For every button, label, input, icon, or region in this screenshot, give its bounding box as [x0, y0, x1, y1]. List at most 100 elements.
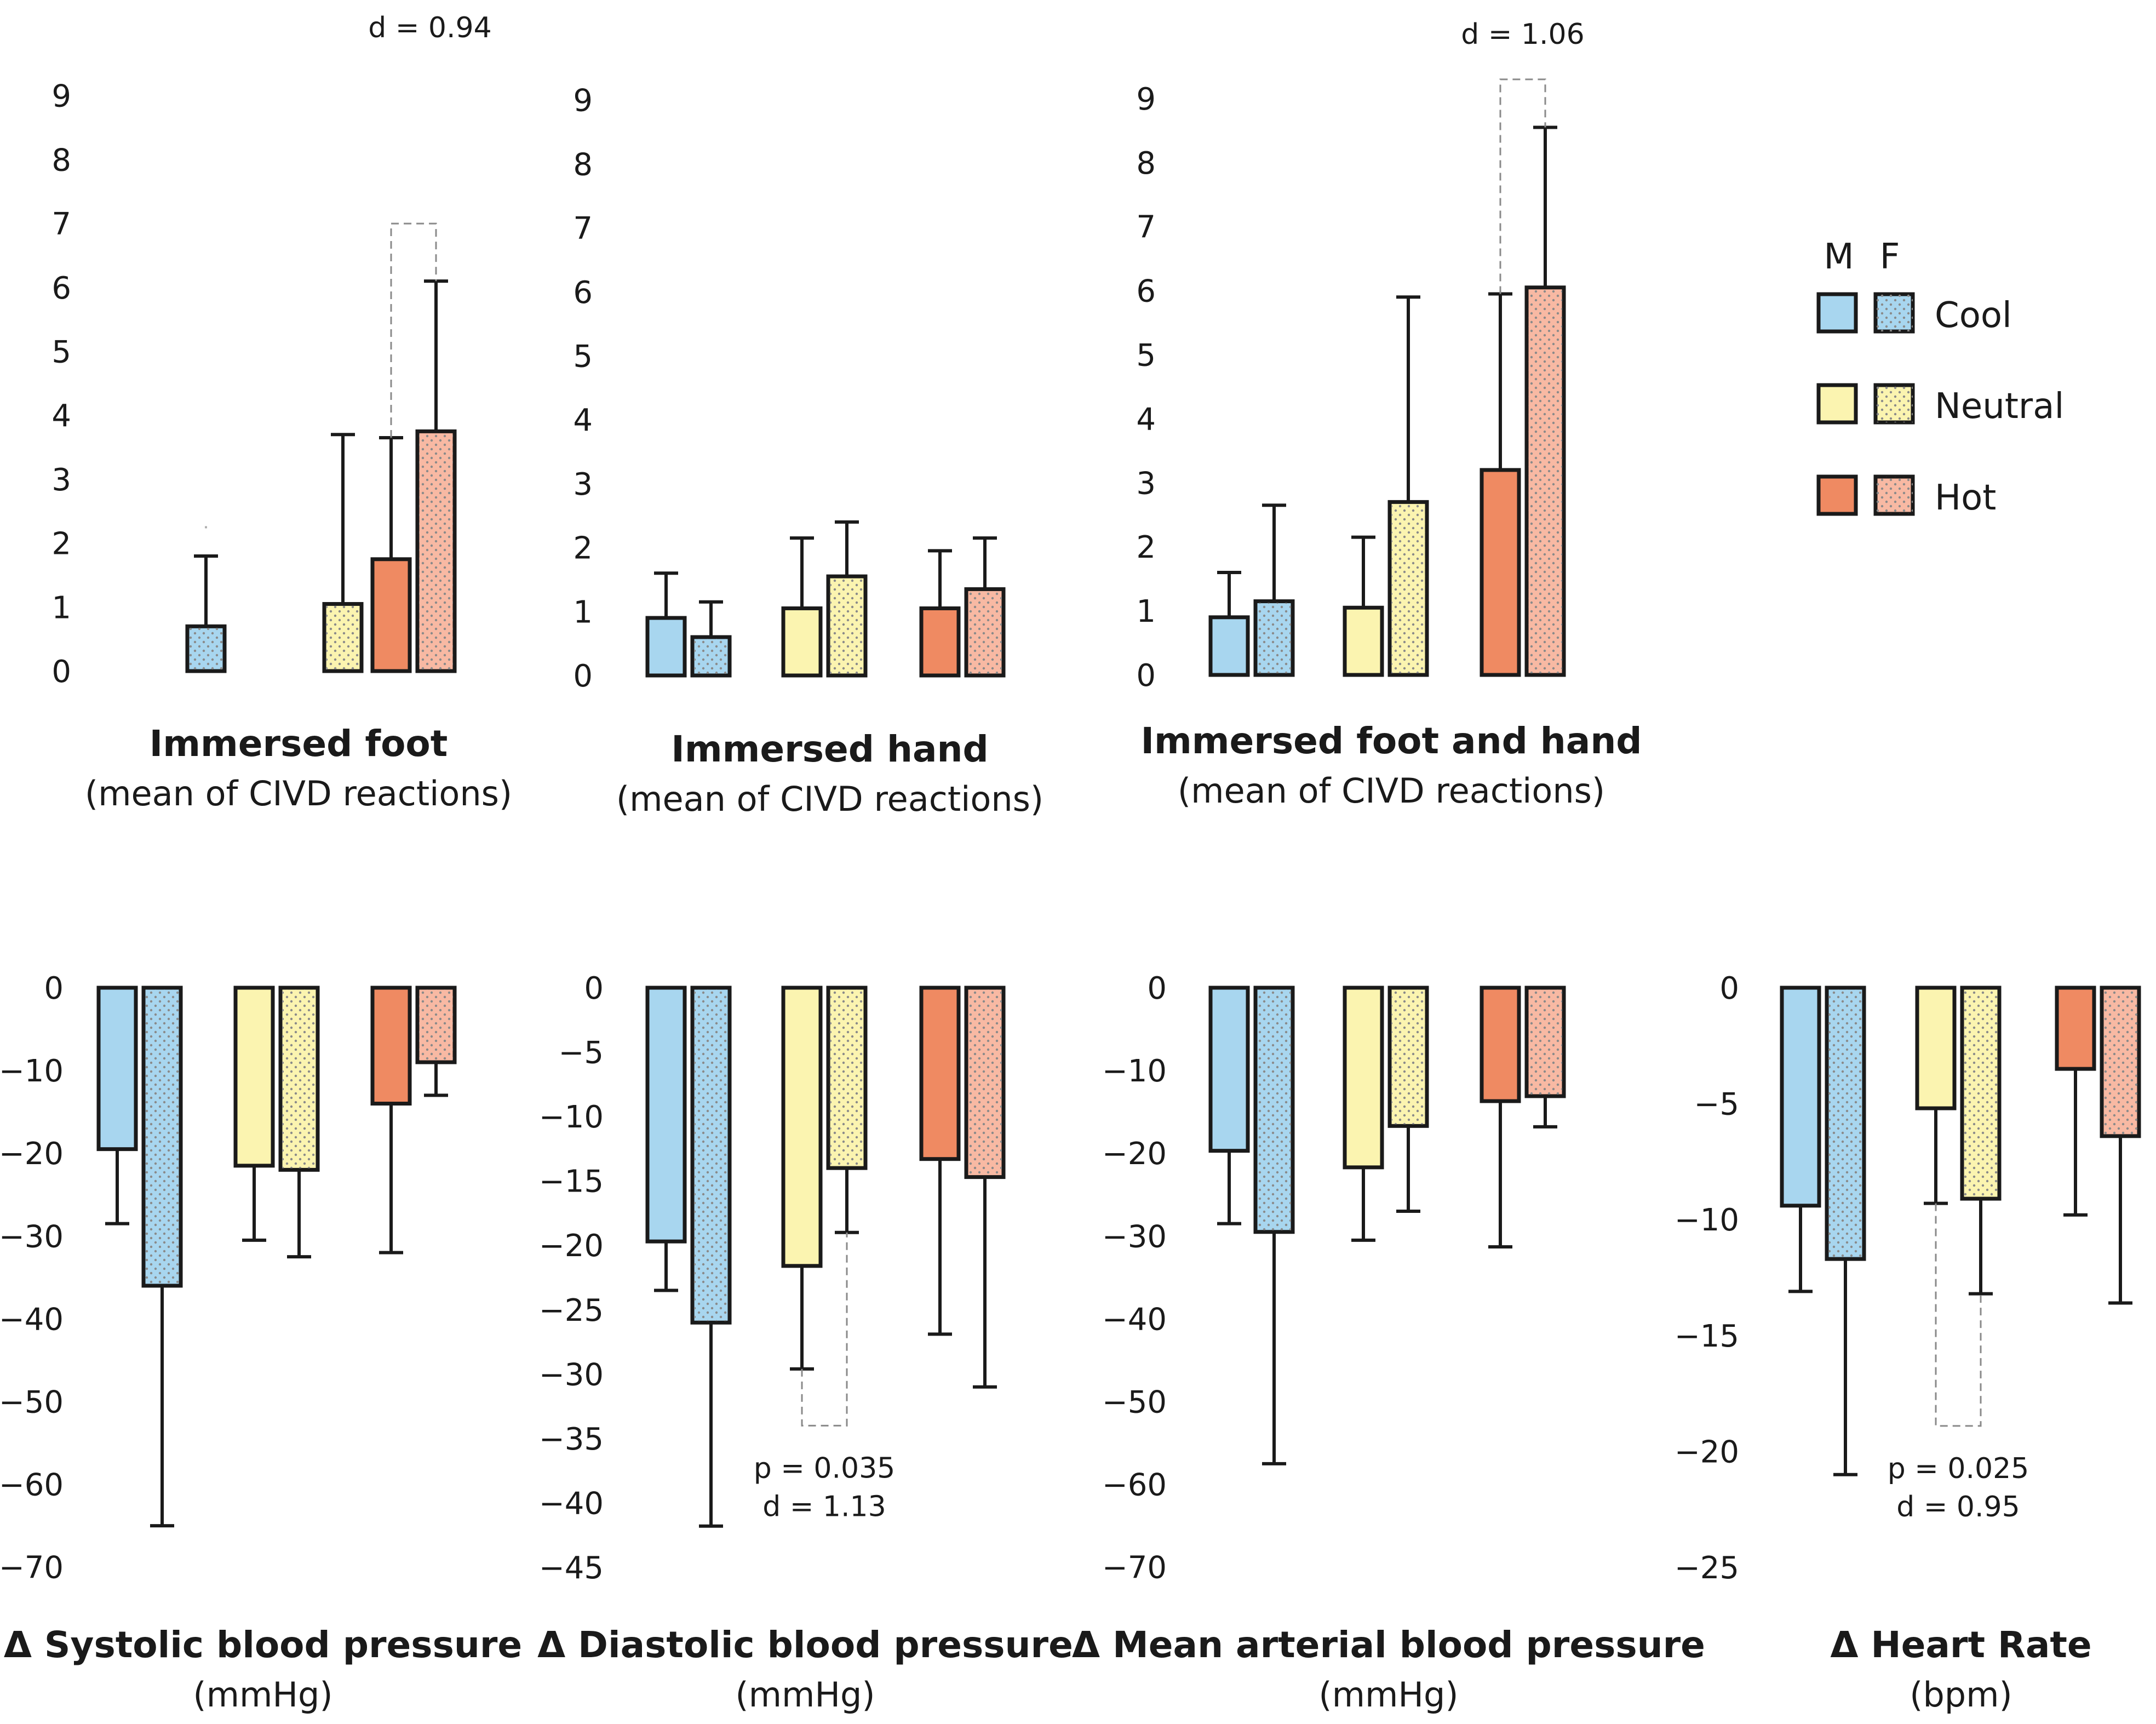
- bar-diastolic-hot-male: [919, 986, 961, 1161]
- ytick-label-foot-hand: 9: [1136, 82, 1156, 117]
- ytick-label-hand: 3: [573, 467, 593, 502]
- ytick-label-diastolic: −5: [558, 1035, 604, 1071]
- ytick-label-heart-rate: −15: [1675, 1319, 1739, 1354]
- ytick-label-mean-arterial: −40: [1102, 1302, 1167, 1337]
- bar-dots-hand-cool-female: [694, 638, 728, 674]
- legend-label-hot: Hot: [1935, 478, 1996, 518]
- bar-dots-mean-arterial-cool-female: [1257, 989, 1291, 1230]
- ytick-label-diastolic: −45: [539, 1550, 604, 1586]
- ytick-label-hand: 2: [573, 531, 593, 566]
- ytick-label-diastolic: 0: [584, 971, 604, 1006]
- bar-dots-diastolic-cool-female: [694, 989, 728, 1321]
- ytick-label-systolic: 0: [44, 971, 64, 1006]
- effect-size-label-foot: d = 0.94: [368, 12, 491, 44]
- bar-mean-arterial-cool-male: [1208, 986, 1250, 1153]
- bar-foot-hand-hot-male: [1480, 468, 1521, 677]
- panel-title-diastolic: Δ Diastolic blood pressure: [537, 1624, 1073, 1666]
- ytick-label-diastolic: −30: [539, 1357, 604, 1393]
- ytick-label-mean-arterial: −10: [1102, 1053, 1167, 1089]
- ytick-label-foot-hand: 1: [1136, 594, 1156, 629]
- significance-bracket-foot: [390, 222, 437, 438]
- ytick-label-diastolic: −40: [539, 1486, 604, 1521]
- ytick-label-foot: 0: [51, 654, 71, 690]
- bar-dots-foot-hand-hot-female: [1528, 289, 1562, 673]
- legend-label-neutral: Neutral: [1935, 386, 2064, 427]
- bar-dots-heart-rate-hot-female: [2103, 989, 2137, 1135]
- ytick-label-mean-arterial: −60: [1102, 1468, 1167, 1503]
- ytick-label-foot: 3: [51, 462, 71, 498]
- legend-swatch-cool-male: [1816, 292, 1858, 334]
- bar-dots-hand-hot-female: [968, 591, 1002, 674]
- ytick-label-systolic: −50: [0, 1385, 64, 1421]
- p-value-label-heart-rate: p = 0.025: [1888, 1452, 2029, 1485]
- bar-dots-diastolic-hot-female: [968, 989, 1002, 1176]
- bar-systolic-cool-male: [96, 986, 138, 1152]
- ytick-label-mean-arterial: −30: [1102, 1219, 1167, 1255]
- effect-size-label-diastolic: d = 1.13: [762, 1490, 886, 1523]
- ytick-label-diastolic: −35: [539, 1422, 604, 1457]
- ytick-label-heart-rate: 0: [1719, 971, 1739, 1006]
- panel-subtitle-foot: (mean of CIVD reactions): [85, 774, 512, 814]
- bar-heart-rate-hot-male: [2055, 986, 2096, 1071]
- significance-bracket-diastolic: [801, 1232, 848, 1427]
- ytick-label-foot: 7: [51, 207, 71, 242]
- ytick-label-systolic: −10: [0, 1053, 64, 1089]
- legend-swatch-hot-female-dots: [1876, 477, 1913, 514]
- bar-dots-systolic-cool-female: [145, 989, 179, 1284]
- bar-mean-arterial-neutral-male: [1343, 986, 1384, 1170]
- panel-title-foot: Immersed foot: [150, 723, 448, 765]
- ytick-label-foot: 2: [51, 526, 71, 562]
- bar-diastolic-neutral-male: [781, 986, 823, 1268]
- effect-size-label-heart-rate: d = 0.95: [1896, 1491, 2020, 1523]
- legend-swatch-neutral-male: [1816, 383, 1858, 425]
- bar-foot-hand-neutral-male: [1343, 605, 1384, 677]
- effect-size-label-foot-hand: d = 1.06: [1461, 18, 1584, 51]
- ytick-label-hand: 4: [573, 403, 593, 438]
- bar-dots-foot-neutral-female: [326, 605, 360, 669]
- ytick-label-foot: 6: [51, 271, 71, 306]
- ytick-label-foot-hand: 5: [1136, 338, 1156, 374]
- ytick-label-mean-arterial: −20: [1102, 1136, 1167, 1172]
- bar-hand-neutral-male: [781, 606, 823, 678]
- ytick-label-systolic: −60: [0, 1468, 64, 1503]
- ytick-label-hand: 7: [573, 211, 593, 247]
- bar-dots-heart-rate-cool-female: [1828, 989, 1862, 1258]
- ytick-label-mean-arterial: 0: [1147, 971, 1167, 1006]
- legend-label-cool: Cool: [1935, 295, 2012, 336]
- bar-heart-rate-neutral-male: [1915, 986, 1957, 1110]
- bar-hand-hot-male: [919, 606, 961, 678]
- ytick-label-mean-arterial: −70: [1102, 1550, 1167, 1586]
- panel-subtitle-hand: (mean of CIVD reactions): [616, 779, 1043, 819]
- bar-dots-foot-hand-neutral-female: [1391, 503, 1425, 673]
- legend-sex-female: F: [1880, 237, 1900, 277]
- ytick-label-systolic: −30: [0, 1219, 64, 1255]
- ytick-label-foot: 8: [51, 142, 71, 178]
- ytick-label-diastolic: −25: [539, 1293, 604, 1328]
- ytick-label-mean-arterial: −50: [1102, 1385, 1167, 1421]
- ytick-label-foot-hand: 3: [1136, 466, 1156, 501]
- panel-title-foot-hand: Immersed foot and hand: [1140, 720, 1642, 762]
- ytick-label-foot-hand: 0: [1136, 658, 1156, 694]
- bar-foot-hand-cool-male: [1208, 615, 1250, 677]
- ytick-label-foot-hand: 8: [1136, 146, 1156, 181]
- panel-title-mean-arterial: Δ Mean arterial blood pressure: [1072, 1624, 1705, 1666]
- ytick-label-foot: 4: [51, 398, 71, 434]
- bar-dots-foot-hot-female: [419, 433, 453, 669]
- legend: M F Cool Neutral Hot: [1816, 237, 2064, 518]
- legend-swatch-cool-female-dots: [1876, 294, 1913, 331]
- bar-dots-foot-hand-cool-female: [1257, 603, 1291, 673]
- panel-subtitle-mean-arterial: (mmHg): [1318, 1675, 1458, 1715]
- bar-dots-foot-cool-female: [189, 628, 223, 669]
- panel-subtitle-diastolic: (mmHg): [735, 1675, 875, 1715]
- ytick-label-diastolic: −20: [539, 1228, 604, 1264]
- ytick-label-foot: 9: [51, 79, 71, 114]
- significance-bracket-foot-hand: [1499, 78, 1546, 294]
- ytick-label-systolic: −20: [0, 1136, 64, 1172]
- bar-heart-rate-cool-male: [1780, 986, 1821, 1208]
- panel-title-hand: Immersed hand: [671, 728, 988, 770]
- ytick-label-hand: 9: [573, 83, 593, 119]
- bar-diastolic-cool-male: [645, 986, 687, 1244]
- ytick-label-systolic: −70: [0, 1550, 64, 1586]
- ytick-label-foot-hand: 2: [1136, 530, 1156, 565]
